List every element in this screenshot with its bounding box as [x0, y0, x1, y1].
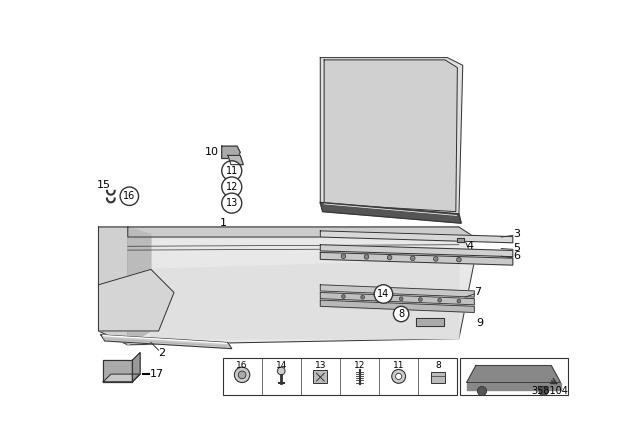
Polygon shape — [320, 245, 513, 257]
Polygon shape — [103, 360, 132, 382]
Circle shape — [277, 367, 285, 375]
Circle shape — [410, 256, 415, 261]
Polygon shape — [416, 318, 444, 326]
Polygon shape — [320, 58, 463, 215]
Polygon shape — [320, 202, 461, 223]
Text: 14: 14 — [378, 289, 390, 299]
Text: 10: 10 — [205, 147, 219, 157]
Polygon shape — [128, 227, 474, 237]
Circle shape — [387, 255, 392, 260]
Polygon shape — [99, 227, 474, 345]
Circle shape — [392, 370, 406, 383]
Text: 16: 16 — [236, 361, 248, 370]
Text: 13: 13 — [315, 361, 326, 370]
Polygon shape — [221, 146, 240, 159]
Text: 17: 17 — [149, 369, 163, 379]
Polygon shape — [99, 269, 174, 331]
Polygon shape — [320, 252, 513, 265]
Circle shape — [477, 386, 486, 396]
Circle shape — [399, 297, 403, 301]
Text: 358104: 358104 — [531, 387, 568, 396]
Polygon shape — [228, 155, 243, 165]
Circle shape — [433, 257, 438, 261]
Polygon shape — [320, 285, 474, 297]
Polygon shape — [456, 238, 464, 242]
Polygon shape — [132, 353, 140, 382]
Circle shape — [396, 373, 402, 379]
Polygon shape — [103, 374, 140, 382]
FancyBboxPatch shape — [460, 358, 568, 395]
Polygon shape — [467, 383, 561, 390]
Text: 12: 12 — [354, 361, 365, 370]
FancyBboxPatch shape — [223, 358, 458, 395]
Polygon shape — [467, 366, 561, 383]
Circle shape — [394, 306, 409, 322]
Circle shape — [539, 386, 548, 396]
Text: 12: 12 — [225, 182, 238, 192]
Text: 1: 1 — [220, 218, 227, 228]
Text: 8: 8 — [398, 309, 404, 319]
Text: 9: 9 — [476, 318, 483, 328]
Circle shape — [342, 294, 346, 298]
Polygon shape — [320, 300, 474, 313]
Circle shape — [341, 254, 346, 258]
Circle shape — [221, 161, 242, 181]
Circle shape — [380, 296, 384, 300]
Circle shape — [221, 177, 242, 197]
Text: 11: 11 — [393, 361, 404, 370]
Text: 2: 2 — [159, 348, 166, 358]
Polygon shape — [320, 293, 474, 305]
Circle shape — [419, 297, 422, 302]
Circle shape — [234, 367, 250, 383]
Text: 13: 13 — [226, 198, 238, 208]
Circle shape — [374, 285, 393, 303]
Text: 11: 11 — [226, 166, 238, 176]
Polygon shape — [320, 231, 513, 243]
Text: 7: 7 — [474, 288, 481, 297]
Text: 16: 16 — [124, 191, 136, 201]
Text: 6: 6 — [513, 251, 520, 261]
Circle shape — [120, 187, 139, 206]
Polygon shape — [99, 227, 128, 345]
Polygon shape — [151, 260, 459, 339]
Text: 14: 14 — [276, 361, 287, 370]
Text: 3: 3 — [513, 229, 520, 239]
Polygon shape — [128, 227, 151, 345]
Text: 5: 5 — [513, 243, 520, 253]
Circle shape — [457, 299, 461, 303]
Circle shape — [238, 371, 246, 379]
Polygon shape — [324, 60, 458, 211]
FancyBboxPatch shape — [431, 372, 445, 383]
Polygon shape — [101, 335, 232, 349]
Circle shape — [221, 193, 242, 213]
Text: 4: 4 — [467, 241, 474, 251]
FancyBboxPatch shape — [314, 370, 327, 383]
Text: 8: 8 — [435, 361, 441, 370]
Circle shape — [456, 257, 461, 262]
Circle shape — [438, 298, 442, 302]
Circle shape — [361, 295, 365, 299]
Circle shape — [364, 254, 369, 259]
Text: 15: 15 — [97, 180, 111, 190]
